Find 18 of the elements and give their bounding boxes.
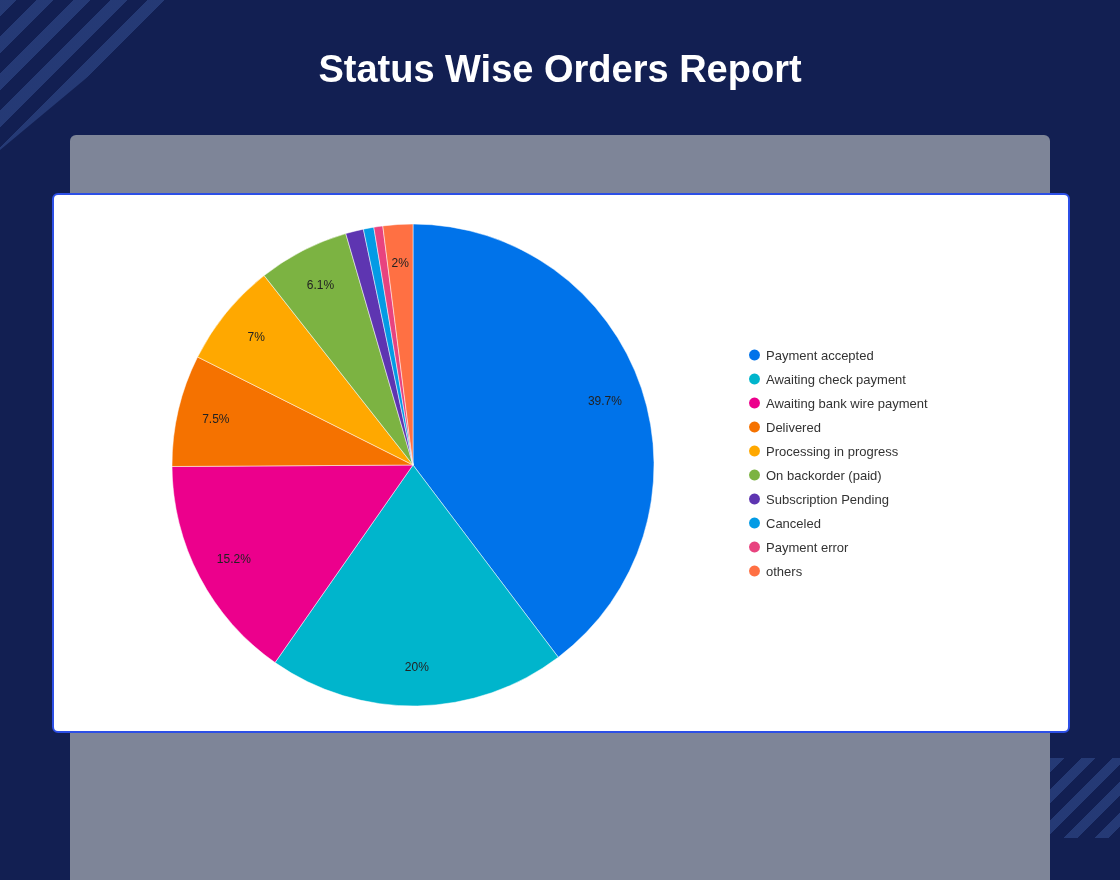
chart-title: Status Wise Orders Report: [317, 48, 803, 91]
data-label: 15.2%: [216, 552, 252, 567]
legend-label: others: [766, 563, 803, 579]
legend-label: Canceled: [766, 515, 821, 531]
legend-label: Delivered: [766, 419, 821, 435]
data-label: 20%: [404, 660, 430, 675]
data-label: 6.1%: [306, 277, 335, 292]
legend-label: Processing in progress: [766, 443, 899, 459]
legend-label: Awaiting check payment: [766, 371, 907, 387]
data-label: 39.7%: [587, 393, 623, 408]
data-label: 7.5%: [202, 411, 230, 426]
legend-label: Payment accepted: [766, 347, 874, 363]
legend-label: Subscription Pending: [766, 491, 889, 507]
legend-label: On backorder (paid): [766, 467, 882, 483]
data-label: 2%: [391, 255, 410, 270]
data-label: 7%: [247, 329, 266, 344]
legend-label: Payment error: [766, 539, 850, 555]
legend-label: Awaiting bank wire payment: [766, 395, 929, 411]
